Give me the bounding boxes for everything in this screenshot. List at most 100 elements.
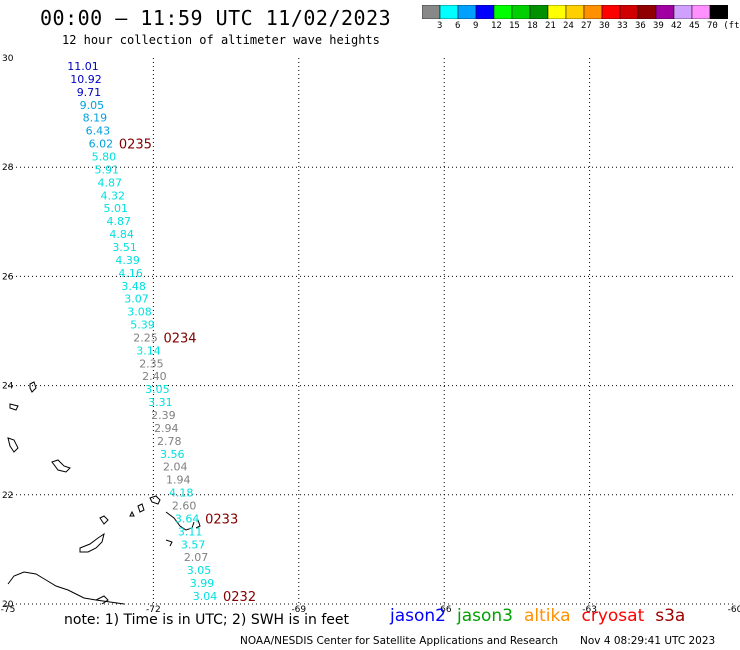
satellite-name: s3a <box>655 606 686 626</box>
lon-tick-label: -69 <box>291 605 306 615</box>
coastline <box>129 510 135 517</box>
lon-tick-label: -60 <box>728 605 740 615</box>
satellite-name: cryosat <box>581 606 645 626</box>
timestamp-text: Nov 4 08:29:41 UTC 2023 <box>580 635 716 647</box>
satellite-name: altika <box>524 606 571 626</box>
wave-height-value: 3.56 <box>160 448 185 461</box>
legend-label: 39 <box>653 21 664 31</box>
wave-height-value: 3.14 <box>136 344 161 357</box>
wave-height-value: 6.43 <box>86 125 111 138</box>
wave-height-value: 3.48 <box>121 280 146 293</box>
legend-label: 6 <box>455 21 461 31</box>
pass-time-label: 0235 <box>119 138 152 153</box>
wave-height-value: 2.60 <box>172 500 197 513</box>
wave-height-value: 4.84 <box>109 228 134 241</box>
wave-height-value: 1.94 <box>166 474 191 487</box>
wave-height-value: 5.80 <box>92 150 117 163</box>
legend-label: 3 <box>437 21 443 31</box>
wave-height-value: 5.01 <box>103 202 128 215</box>
wave-height-value: 2.07 <box>184 551 209 564</box>
lat-tick-label: 30 <box>2 54 14 64</box>
wave-height-value: 3.07 <box>124 293 149 306</box>
wave-height-value: 11.01 <box>67 60 99 73</box>
legend-label: 21 <box>545 21 556 31</box>
wave-height-value: 4.39 <box>115 254 140 267</box>
legend-label: 30 <box>599 21 610 31</box>
wave-height-value: 4.32 <box>101 189 126 202</box>
wave-height-value: 4.18 <box>169 487 194 500</box>
page-title: 00:00 – 11:59 UTC 11/02/2023 <box>40 6 392 30</box>
lat-tick-label: 28 <box>2 163 14 173</box>
coastline <box>51 459 71 473</box>
coastline <box>9 403 19 411</box>
lat-tick-label: 26 <box>2 272 14 282</box>
legend-label: 27 <box>581 21 592 31</box>
coastline <box>7 437 19 453</box>
wave-height-value: 3.31 <box>148 396 173 409</box>
wave-height-value: 3.57 <box>181 538 206 551</box>
wave-height-value: 2.35 <box>139 357 164 370</box>
satellite-legend: jason2 jason3 altika cryosat s3a <box>390 606 696 626</box>
credit-text: NOAA/NESDIS Center for Satellite Applica… <box>240 635 558 647</box>
page-subtitle: 12 hour collection of altimeter wave hei… <box>62 33 380 47</box>
wave-height-value: 6.02 <box>89 138 114 151</box>
coastline <box>79 532 105 553</box>
wave-height-value: 2.78 <box>157 435 182 448</box>
pass-time-label: 0233 <box>205 512 238 527</box>
color-scale-legend <box>422 5 728 19</box>
wave-height-value: 3.05 <box>187 564 212 577</box>
coastline <box>95 595 109 605</box>
legend-label: 70 (ft) <box>707 21 740 31</box>
coastline <box>99 515 109 525</box>
lat-tick-label: 20 <box>2 600 14 610</box>
coastline <box>165 539 173 547</box>
map-frame <box>8 58 735 604</box>
lat-tick-label: 24 <box>2 382 14 392</box>
satellite-name: jason2 <box>390 606 446 626</box>
lon-tick-label: -63 <box>582 605 597 615</box>
wave-height-value: 2.94 <box>154 422 179 435</box>
legend-label: 33 <box>617 21 628 31</box>
footer-note: note: 1) Time is in UTC; 2) SWH is in fe… <box>64 612 350 628</box>
wave-height-value: 9.71 <box>77 86 102 99</box>
lon-tick-label: -75 <box>1 605 16 615</box>
lat-tick-label: 22 <box>2 491 13 501</box>
legend-label: 45 <box>689 21 700 31</box>
wave-height-value: 8.19 <box>83 112 108 125</box>
legend-label: 18 <box>527 21 538 31</box>
wave-height-value: 3.11 <box>178 525 203 538</box>
legend-label: 36 <box>635 21 646 31</box>
pass-time-label: 0234 <box>163 331 196 346</box>
lon-tick-label: -72 <box>146 605 161 615</box>
legend-label: 12 <box>491 21 502 31</box>
legend-label: 15 <box>509 21 520 31</box>
wave-height-value: 2.04 <box>163 461 188 474</box>
wave-height-value: 10.92 <box>70 73 102 86</box>
wave-height-value: 2.39 <box>151 409 176 422</box>
wave-height-value: 4.16 <box>118 267 143 280</box>
coastline <box>7 571 125 605</box>
wave-height-value: 3.08 <box>127 306 152 319</box>
wave-height-value: 9.05 <box>80 99 105 112</box>
coastline <box>195 519 201 529</box>
coastline <box>29 381 37 393</box>
legend-label: 24 <box>563 21 574 31</box>
wave-height-value: 5.91 <box>95 163 120 176</box>
wave-height-value: 3.64 <box>175 512 200 525</box>
wave-height-value: 4.87 <box>106 215 131 228</box>
legend-label: 42 <box>671 21 682 31</box>
legend-swatch <box>709 5 728 19</box>
wave-height-value: 3.99 <box>190 577 215 590</box>
satellite-name: jason3 <box>457 606 513 626</box>
legend-label: 9 <box>473 21 479 31</box>
coastline <box>137 503 145 513</box>
coastline <box>165 511 195 531</box>
wave-height-value: 2.40 <box>142 370 167 383</box>
wave-height-value: 4.87 <box>98 176 123 189</box>
wave-height-value: 3.51 <box>112 241 137 254</box>
coastline <box>149 495 161 505</box>
pass-time-label: 0232 <box>223 590 256 605</box>
wave-height-value: 3.04 <box>193 590 218 603</box>
lon-tick-label: -66 <box>437 605 452 615</box>
